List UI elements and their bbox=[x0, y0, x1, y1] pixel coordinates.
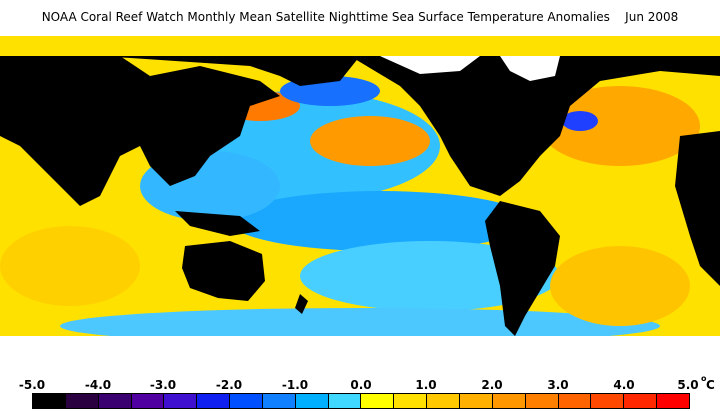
ice-greenland bbox=[500, 56, 560, 81]
legend-swatch bbox=[98, 394, 132, 408]
legend-swatch bbox=[394, 394, 428, 408]
patch-north-pacific-warm bbox=[310, 116, 430, 166]
legend-label: 3.0 bbox=[547, 378, 569, 392]
legend-swatch bbox=[131, 394, 165, 408]
legend-label: 1.0 bbox=[415, 378, 437, 392]
land-australia bbox=[182, 241, 265, 301]
land-africa-east bbox=[675, 131, 720, 286]
legend-colorbar bbox=[32, 393, 690, 409]
patch-indian-ocean bbox=[0, 226, 140, 306]
legend-label: 4.0 bbox=[613, 378, 635, 392]
legend-degree-symbol: o bbox=[701, 374, 707, 383]
map-title: NOAA Coral Reef Watch Monthly Mean Satel… bbox=[41, 10, 679, 24]
legend-swatch bbox=[328, 394, 362, 408]
legend-swatch bbox=[164, 394, 198, 408]
patch-labrador-cool bbox=[562, 111, 598, 131]
legend-swatch bbox=[657, 394, 689, 408]
legend-swatch bbox=[295, 394, 329, 408]
legend-swatch bbox=[492, 394, 526, 408]
ice-arctic bbox=[380, 56, 480, 74]
legend-swatch bbox=[525, 394, 559, 408]
patch-south-atlantic bbox=[550, 246, 690, 326]
legend-label: 0.0 bbox=[350, 378, 372, 392]
legend-label: -3.0 bbox=[149, 378, 177, 392]
ice-antarctica bbox=[0, 336, 720, 370]
patch-north-atlantic-warm bbox=[540, 86, 700, 166]
land-new-zealand bbox=[295, 294, 308, 314]
legend-swatch bbox=[427, 394, 460, 408]
legend-label: -2.0 bbox=[215, 378, 243, 392]
land bbox=[0, 56, 720, 336]
legend-swatch bbox=[262, 394, 296, 408]
patch-equatorial-pacific-cool bbox=[230, 191, 530, 251]
legend-label: -1.0 bbox=[281, 378, 309, 392]
legend-swatch bbox=[591, 394, 625, 408]
legend-swatch bbox=[624, 394, 658, 408]
legend-swatch bbox=[361, 394, 395, 408]
legend-unit: C bbox=[706, 378, 715, 392]
legend-label: -5.0 bbox=[18, 378, 46, 392]
land-south-america bbox=[485, 201, 560, 336]
sst-anomaly-map bbox=[0, 36, 720, 370]
land-africa-asia-west bbox=[0, 56, 280, 206]
legend-swatch bbox=[230, 394, 263, 408]
land-asia-north bbox=[100, 56, 360, 86]
legend-swatch bbox=[459, 394, 493, 408]
sea-ice bbox=[0, 56, 720, 370]
legend-label: 5.0 bbox=[677, 378, 699, 392]
legend-labels: -5.0 -4.0 -3.0 -2.0 -1.0 0.0 1.0 2.0 3.0… bbox=[0, 374, 720, 394]
legend-swatch bbox=[33, 394, 66, 408]
land-indonesia bbox=[175, 211, 260, 236]
legend-label: -4.0 bbox=[84, 378, 112, 392]
legend-swatch bbox=[558, 394, 592, 408]
land-north-america bbox=[350, 56, 720, 196]
legend-label: 2.0 bbox=[481, 378, 503, 392]
legend-swatch bbox=[65, 394, 99, 408]
legend-swatch bbox=[197, 394, 231, 408]
